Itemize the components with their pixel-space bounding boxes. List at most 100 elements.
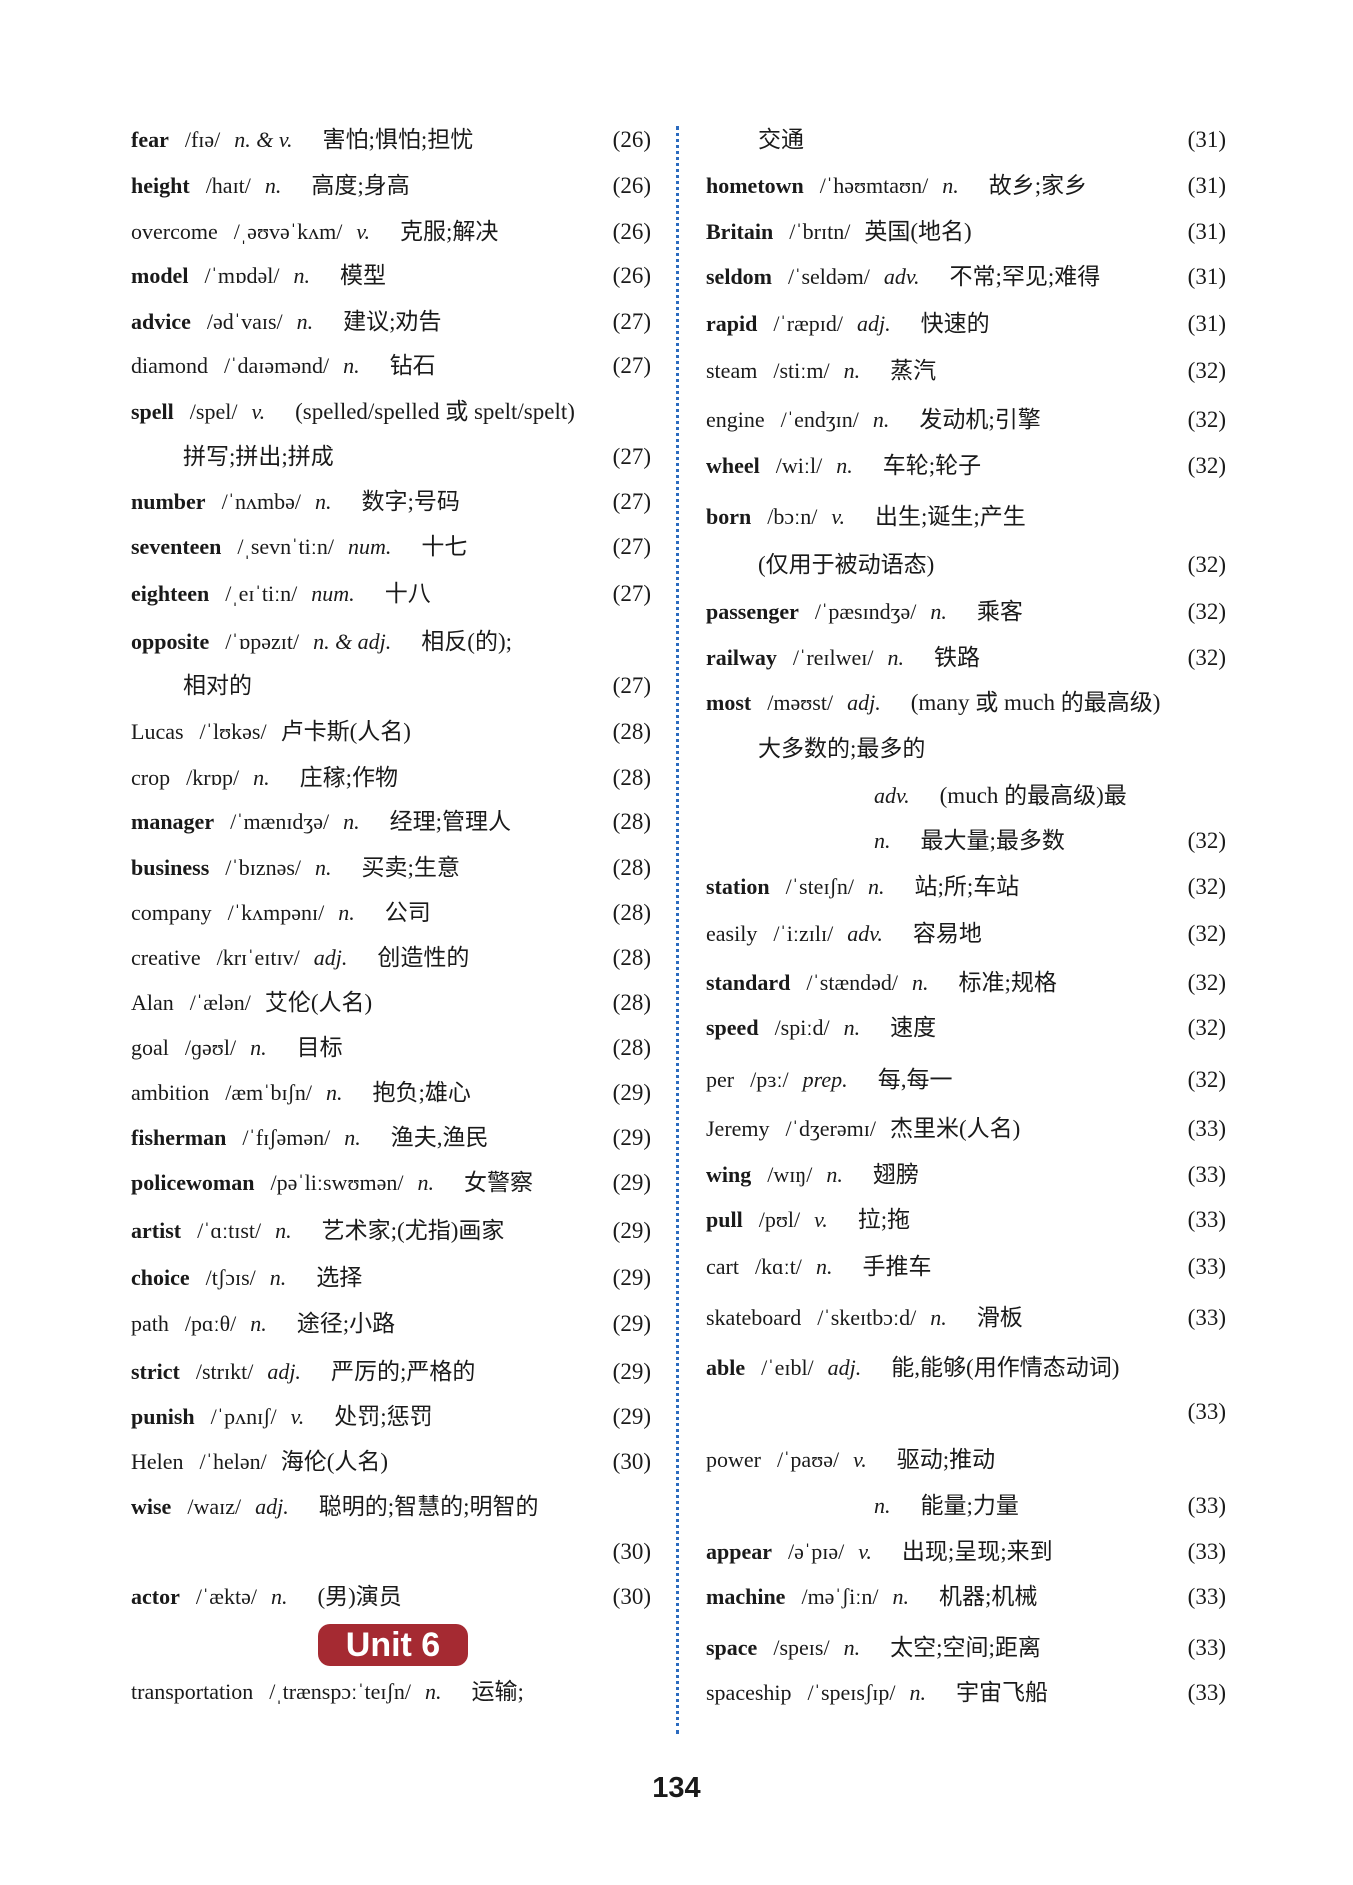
meaning: 不常;罕见;难得	[949, 264, 1101, 289]
phonetic: /ˈbrɪtn/	[789, 219, 851, 244]
page-reference: (33)	[1187, 1162, 1226, 1187]
vocab-entry: wise/waɪz/adj. 聪明的;智慧的;明智的	[131, 1490, 651, 1524]
part-of-speech: n.	[264, 173, 282, 198]
part-of-speech: num.	[311, 581, 355, 606]
page-reference: (32)	[1187, 552, 1226, 577]
page-reference: (28)	[612, 990, 651, 1015]
page-reference: (27)	[612, 444, 651, 469]
phonetic: /ˌtrænspɔːˈteɪʃn/	[269, 1679, 411, 1704]
meaning: (many 或 much 的最高级)	[910, 690, 1161, 715]
headword: opposite	[131, 629, 210, 654]
vocab-entry: 相对的 (27)	[131, 669, 651, 703]
vocab-entry: wheel/wiːl/n. 车轮;轮子 (32)	[706, 449, 1226, 483]
page-reference: (31)	[1187, 219, 1226, 244]
part-of-speech: n.	[874, 828, 891, 853]
headword: artist	[131, 1218, 182, 1243]
phonetic: /tʃɔɪs/	[205, 1265, 256, 1290]
page-reference: (28)	[612, 945, 651, 970]
headword: Alan	[131, 990, 174, 1015]
headword: per	[706, 1067, 735, 1092]
meaning: 翅膀	[872, 1162, 919, 1187]
page-reference: (28)	[612, 1035, 651, 1060]
part-of-speech: v.	[290, 1404, 305, 1429]
part-of-speech: n.	[909, 1680, 927, 1705]
page-reference: (32)	[1187, 921, 1226, 946]
phonetic: /ˈeɪbl/	[761, 1355, 814, 1380]
part-of-speech: n. & adj.	[313, 629, 392, 654]
headword: most	[706, 690, 752, 715]
phonetic: /ˈælən/	[189, 990, 251, 1015]
meaning: (spelled/spelled 或 spelt/spelt)	[295, 399, 575, 424]
meaning: 拉;拖	[857, 1207, 911, 1232]
vocab-entry: opposite/ˈɒpəzɪt/n. & adj. 相反(的);	[131, 625, 651, 659]
phonetic: /ˈreɪlweɪ/	[792, 645, 874, 670]
meaning: 创造性的	[377, 945, 470, 970]
headword: ambition	[131, 1080, 210, 1105]
phonetic: /pɑːθ/	[184, 1311, 237, 1336]
meaning: 驱动;推动	[896, 1447, 996, 1472]
phonetic: /kɑːt/	[754, 1254, 802, 1279]
page-reference: (33)	[1187, 1305, 1226, 1330]
vocab-entry: actor/ˈæktə/n. (男)演员 (30)	[131, 1580, 651, 1614]
phonetic: /ˌəʊvəˈkʌm/	[233, 219, 343, 244]
phonetic: /ˈnʌmbə/	[221, 489, 301, 514]
headword: Lucas	[131, 719, 184, 744]
page-reference: (30)	[612, 1584, 651, 1609]
meaning: 公司	[384, 900, 431, 925]
page-reference: (33)	[1187, 1254, 1226, 1279]
page-reference: (27)	[612, 309, 651, 334]
part-of-speech: n.	[315, 489, 332, 514]
part-of-speech: n.	[874, 1493, 891, 1518]
vocab-entry: n. 最大量;最多数 (32)	[706, 824, 1226, 858]
vocab-entry: skateboard/ˈskeɪtbɔːd/n. 滑板 (33)	[706, 1301, 1226, 1335]
vocab-entry: punish/ˈpʌnɪʃ/v. 处罚;惩罚 (29)	[131, 1400, 651, 1434]
vocab-entry: company/ˈkʌmpənɪ/n. 公司 (28)	[131, 896, 651, 930]
headword: strict	[131, 1359, 180, 1384]
meaning: 大多数的;最多的	[758, 736, 926, 761]
headword: station	[706, 874, 770, 899]
meaning: 途径;小路	[296, 1311, 396, 1336]
meaning: 十七	[421, 534, 468, 559]
phonetic: /spiːd/	[774, 1015, 830, 1040]
headword: hometown	[706, 173, 804, 198]
vocab-entry: manager/ˈmænɪdʒə/n. 经理;管理人 (28)	[131, 805, 651, 839]
headword: wheel	[706, 453, 760, 478]
phonetic: /ˌeɪˈtiːn/	[225, 581, 298, 606]
phonetic: /ˈɑːtɪst/	[197, 1218, 262, 1243]
page-reference: (32)	[1187, 453, 1226, 478]
headword: born	[706, 504, 752, 529]
vocab-entry: 交通 (31)	[706, 123, 1226, 157]
vocab-entry: spaceship/ˈspeɪsʃɪp/n. 宇宙飞船 (33)	[706, 1676, 1226, 1710]
headword: eighteen	[131, 581, 210, 606]
phonetic: /ˈseldəm/	[788, 264, 870, 289]
meaning: 发动机;引擎	[919, 407, 1041, 432]
page-reference: (29)	[612, 1359, 651, 1384]
meaning: 卢卡斯(人名)	[280, 719, 411, 744]
column-divider	[676, 126, 679, 1734]
vocab-entry: passenger/ˈpæsɪndʒə/n. 乘客 (32)	[706, 595, 1226, 629]
meaning: 聪明的;智慧的;明智的	[318, 1494, 539, 1519]
part-of-speech: n.	[417, 1170, 435, 1195]
meaning: 艺术家;(尤指)画家	[321, 1218, 505, 1243]
headword: path	[131, 1311, 169, 1336]
meaning: 每,每一	[877, 1067, 953, 1092]
meaning: 数字;号码	[361, 489, 460, 514]
page-reference: (31)	[1187, 264, 1226, 289]
part-of-speech: n.	[270, 1584, 288, 1609]
vocab-entry: strict/strɪkt/adj. 严厉的;严格的 (29)	[131, 1355, 651, 1389]
phonetic: /spel/	[189, 399, 238, 424]
meaning: 严厉的;严格的	[330, 1359, 476, 1384]
headword: skateboard	[706, 1305, 802, 1330]
meaning: 乘客	[976, 599, 1023, 624]
page-reference: (31)	[1187, 311, 1226, 336]
headword: diamond	[131, 353, 208, 378]
vocab-entry: fisherman/ˈfɪʃəmən/n. 渔夫,渔民 (29)	[131, 1121, 651, 1155]
page-reference: (30)	[612, 1449, 651, 1474]
part-of-speech: n.	[872, 407, 890, 432]
headword: height	[131, 173, 190, 198]
meaning: 女警察	[464, 1170, 534, 1195]
phonetic: /ˈspeɪsʃɪp/	[807, 1680, 896, 1705]
vocab-entry: spell/spel/v. (spelled/spelled 或 spelt/sp…	[131, 395, 651, 429]
headword: fear	[131, 127, 169, 152]
part-of-speech: n.	[843, 1015, 861, 1040]
